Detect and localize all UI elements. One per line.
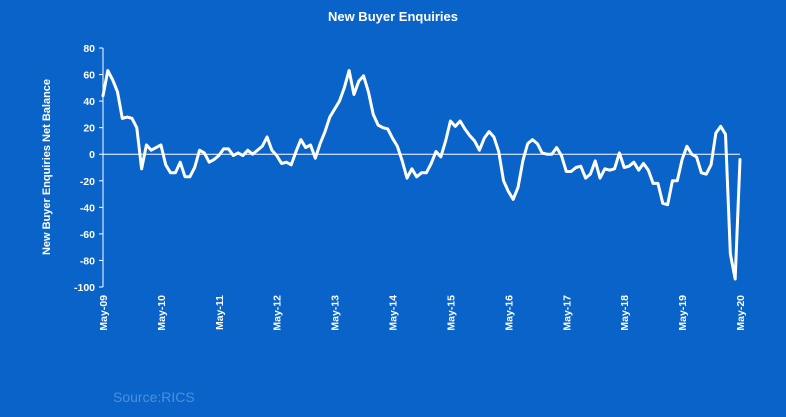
x-tick-label: May-19	[677, 295, 689, 331]
y-tick-label: 0	[89, 149, 95, 161]
x-tick-label: May-14	[388, 295, 400, 331]
y-tick-label: -60	[80, 229, 95, 241]
x-tick-label: May-12	[272, 295, 284, 331]
y-tick-label: 80	[83, 43, 95, 55]
x-tick-label: May-17	[561, 295, 573, 331]
source-note: Source:RICS	[113, 389, 195, 405]
y-tick-label: 60	[83, 70, 95, 82]
x-tick-label: May-16	[503, 295, 515, 331]
y-tick-label: 20	[83, 123, 95, 135]
x-tick-label: May-11	[214, 295, 226, 330]
y-tick-label: -80	[80, 255, 95, 267]
y-tick-label: 40	[83, 96, 95, 108]
x-tick-label: May-20	[735, 295, 747, 331]
x-tick-label: May-15	[445, 295, 457, 331]
chart-title: New Buyer Enquiries	[327, 9, 459, 24]
x-tick-label: May-13	[330, 295, 342, 331]
x-tick-label: May-10	[156, 295, 168, 331]
y-tick-label: -40	[80, 202, 95, 214]
y-tick-label: -20	[80, 176, 95, 188]
series-line	[101, 69, 742, 281]
y-tick-label: -100	[74, 282, 95, 294]
x-tick-label: May-18	[619, 295, 631, 331]
x-tick-label: May-09	[98, 295, 110, 331]
